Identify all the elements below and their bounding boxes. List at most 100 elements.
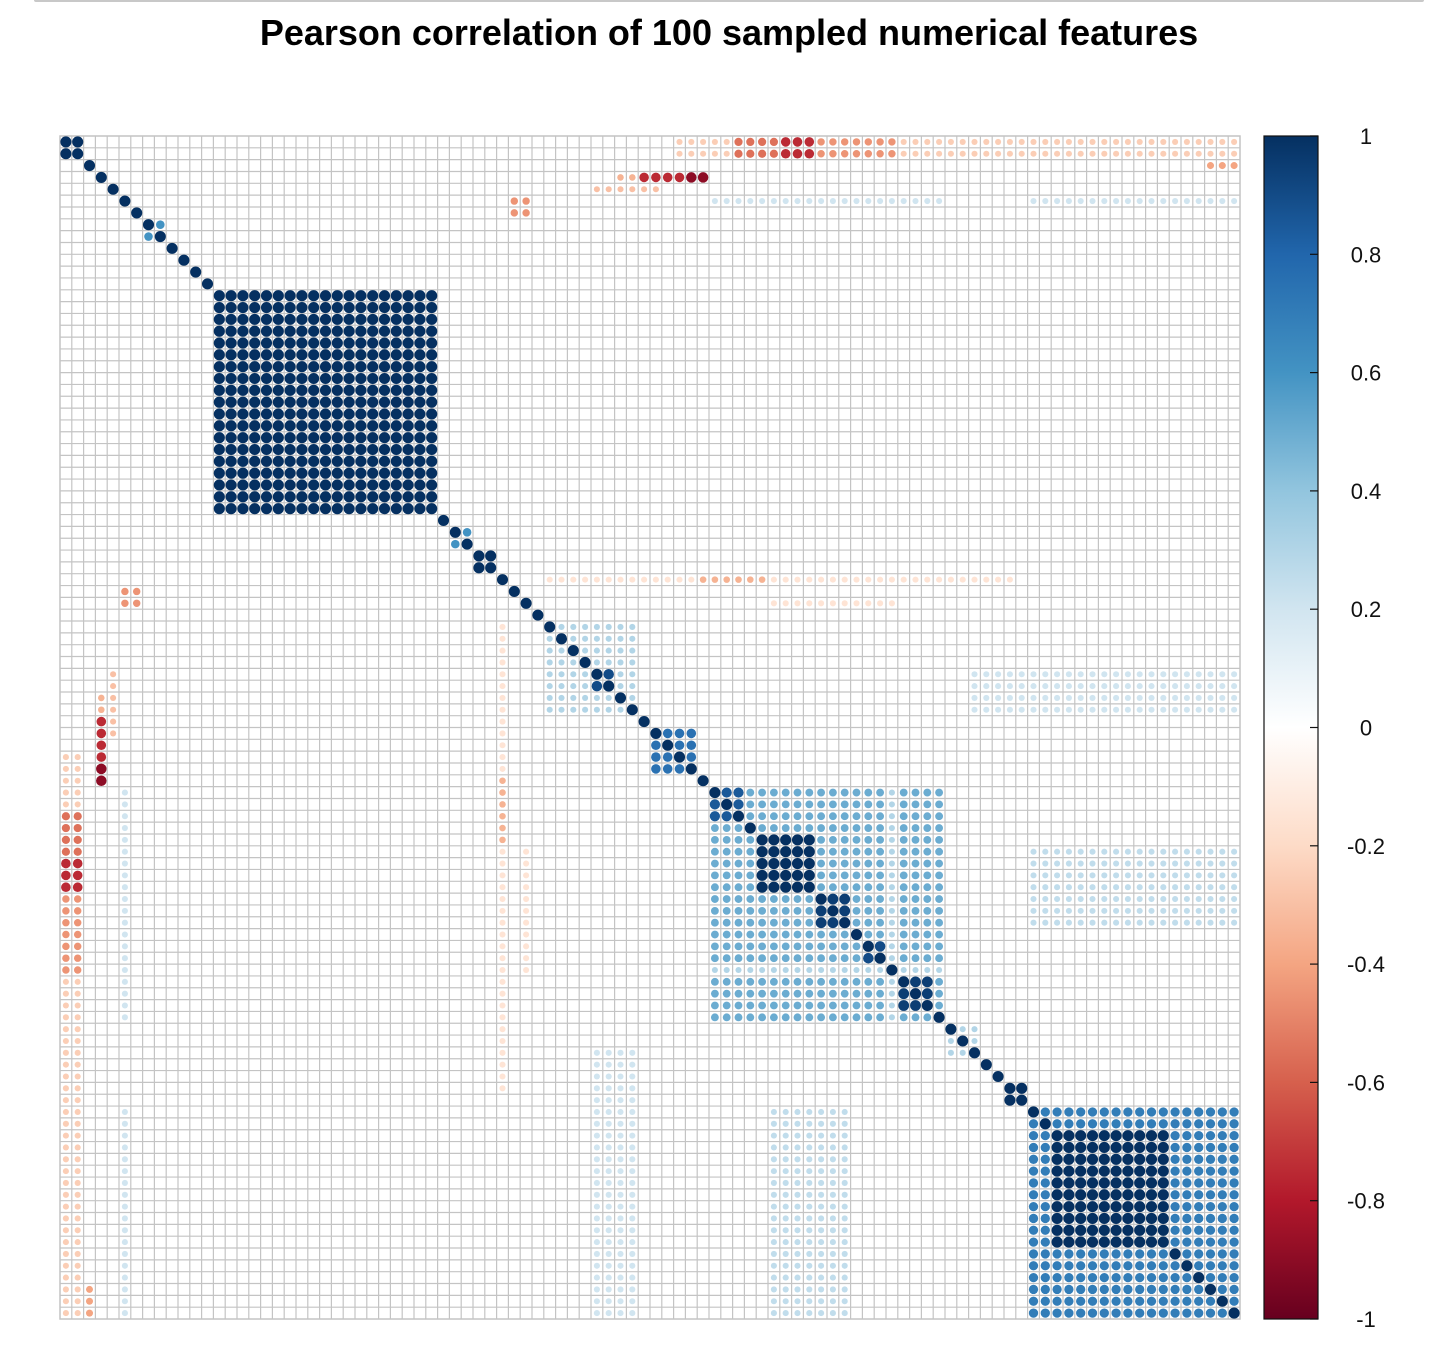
correlation-dot (769, 989, 778, 998)
correlation-dot (911, 918, 920, 927)
correlation-dot (722, 871, 731, 880)
correlation-dot (308, 337, 320, 349)
correlation-dot (1183, 671, 1190, 678)
correlation-dot (523, 895, 530, 903)
correlation-dot (390, 372, 402, 385)
colorbar-gradient (1263, 135, 1319, 1320)
correlation-dot (343, 301, 355, 314)
correlation-dot (284, 313, 296, 325)
correlation-dot (818, 1215, 825, 1222)
correlation-dot (815, 905, 827, 917)
correlation-dot (62, 966, 70, 974)
correlation-dot (523, 872, 530, 879)
correlation-dot (888, 1002, 895, 1009)
correlation-dot (710, 1001, 719, 1010)
correlation-dot (1065, 919, 1072, 926)
correlation-dot (1231, 848, 1238, 855)
correlation-dot (1148, 198, 1155, 205)
correlation-dot (1040, 1213, 1050, 1224)
correlation-dot (426, 361, 438, 373)
correlation-dot (1063, 1177, 1075, 1189)
correlation-dot (62, 1179, 69, 1186)
correlation-dot (744, 822, 756, 834)
correlation-dot (1065, 671, 1072, 678)
correlation-dot (828, 942, 837, 951)
correlation-dot (912, 198, 919, 205)
correlation-dot (1042, 198, 1049, 205)
correlation-dot (1028, 1190, 1039, 1200)
correlation-dot (711, 576, 719, 583)
correlation-dot (1063, 1141, 1075, 1154)
correlation-dot (888, 955, 895, 962)
correlation-dot (1205, 1130, 1216, 1141)
correlation-dot (780, 881, 792, 893)
correlation-dot (828, 824, 837, 832)
correlation-dot (1170, 1213, 1180, 1224)
correlation-dot (402, 479, 414, 491)
correlation-dot (1217, 1178, 1227, 1188)
correlation-dot (96, 740, 107, 751)
correlation-dot (733, 799, 744, 810)
correlation-dot (426, 337, 438, 349)
correlation-dot (1042, 872, 1049, 879)
correlation-dot (781, 918, 790, 927)
correlation-dot (378, 384, 391, 396)
correlation-dot (1065, 848, 1072, 855)
correlation-dot (1040, 1107, 1050, 1117)
correlation-dot (96, 716, 107, 727)
correlation-dot (284, 325, 296, 337)
correlation-dot (794, 1286, 801, 1293)
correlation-dot (935, 800, 944, 809)
correlation-dot (782, 1274, 789, 1281)
correlation-dot (225, 301, 237, 314)
correlation-dot (1172, 860, 1179, 867)
correlation-dot (499, 860, 506, 867)
correlation-dot (829, 1298, 836, 1305)
correlation-dot (213, 408, 225, 420)
correlation-dot (1183, 848, 1190, 855)
correlation-dot (499, 777, 506, 785)
correlation-dot (817, 1013, 826, 1022)
correlation-dot (296, 361, 308, 373)
correlation-dot (1113, 872, 1120, 879)
correlation-dot (73, 930, 82, 939)
correlation-dot (1182, 1190, 1192, 1200)
correlation-dot (1160, 860, 1167, 867)
correlation-dot (1229, 1107, 1239, 1117)
correlation-dot (839, 893, 851, 905)
correlation-dot (1205, 1190, 1216, 1200)
correlation-dot (1063, 1201, 1075, 1213)
correlation-dot (605, 647, 612, 654)
correlation-dot (864, 918, 873, 927)
correlation-dot (722, 1013, 731, 1022)
correlation-dot (781, 942, 790, 951)
correlation-dot (499, 1026, 506, 1033)
correlation-dot (1124, 706, 1131, 713)
correlation-dot (864, 883, 873, 892)
correlation-dot (378, 443, 391, 456)
correlation-dot (768, 881, 780, 893)
correlation-dot (673, 751, 686, 763)
correlation-dot (1098, 1165, 1110, 1177)
correlation-dot (828, 954, 837, 963)
correlation-dot (876, 1001, 885, 1010)
correlation-dot (237, 361, 249, 373)
correlation-dot (1099, 1107, 1109, 1117)
correlation-dot (591, 668, 603, 680)
correlation-dot (841, 1203, 848, 1210)
correlation-dot (780, 846, 792, 858)
correlation-dot (1217, 1225, 1227, 1235)
correlation-dot (462, 528, 472, 537)
correlation-dot (272, 408, 284, 420)
correlation-dot (570, 671, 577, 678)
correlation-dot (793, 812, 802, 821)
correlation-dot (308, 325, 320, 337)
correlation-dot (284, 290, 296, 302)
correlation-dot (426, 503, 438, 515)
correlation-dot (840, 800, 849, 809)
correlation-dot (1110, 1130, 1122, 1142)
correlation-dot (225, 408, 237, 420)
correlation-dot (1148, 872, 1155, 879)
correlation-dot (758, 1001, 767, 1010)
correlation-dot (225, 420, 237, 432)
